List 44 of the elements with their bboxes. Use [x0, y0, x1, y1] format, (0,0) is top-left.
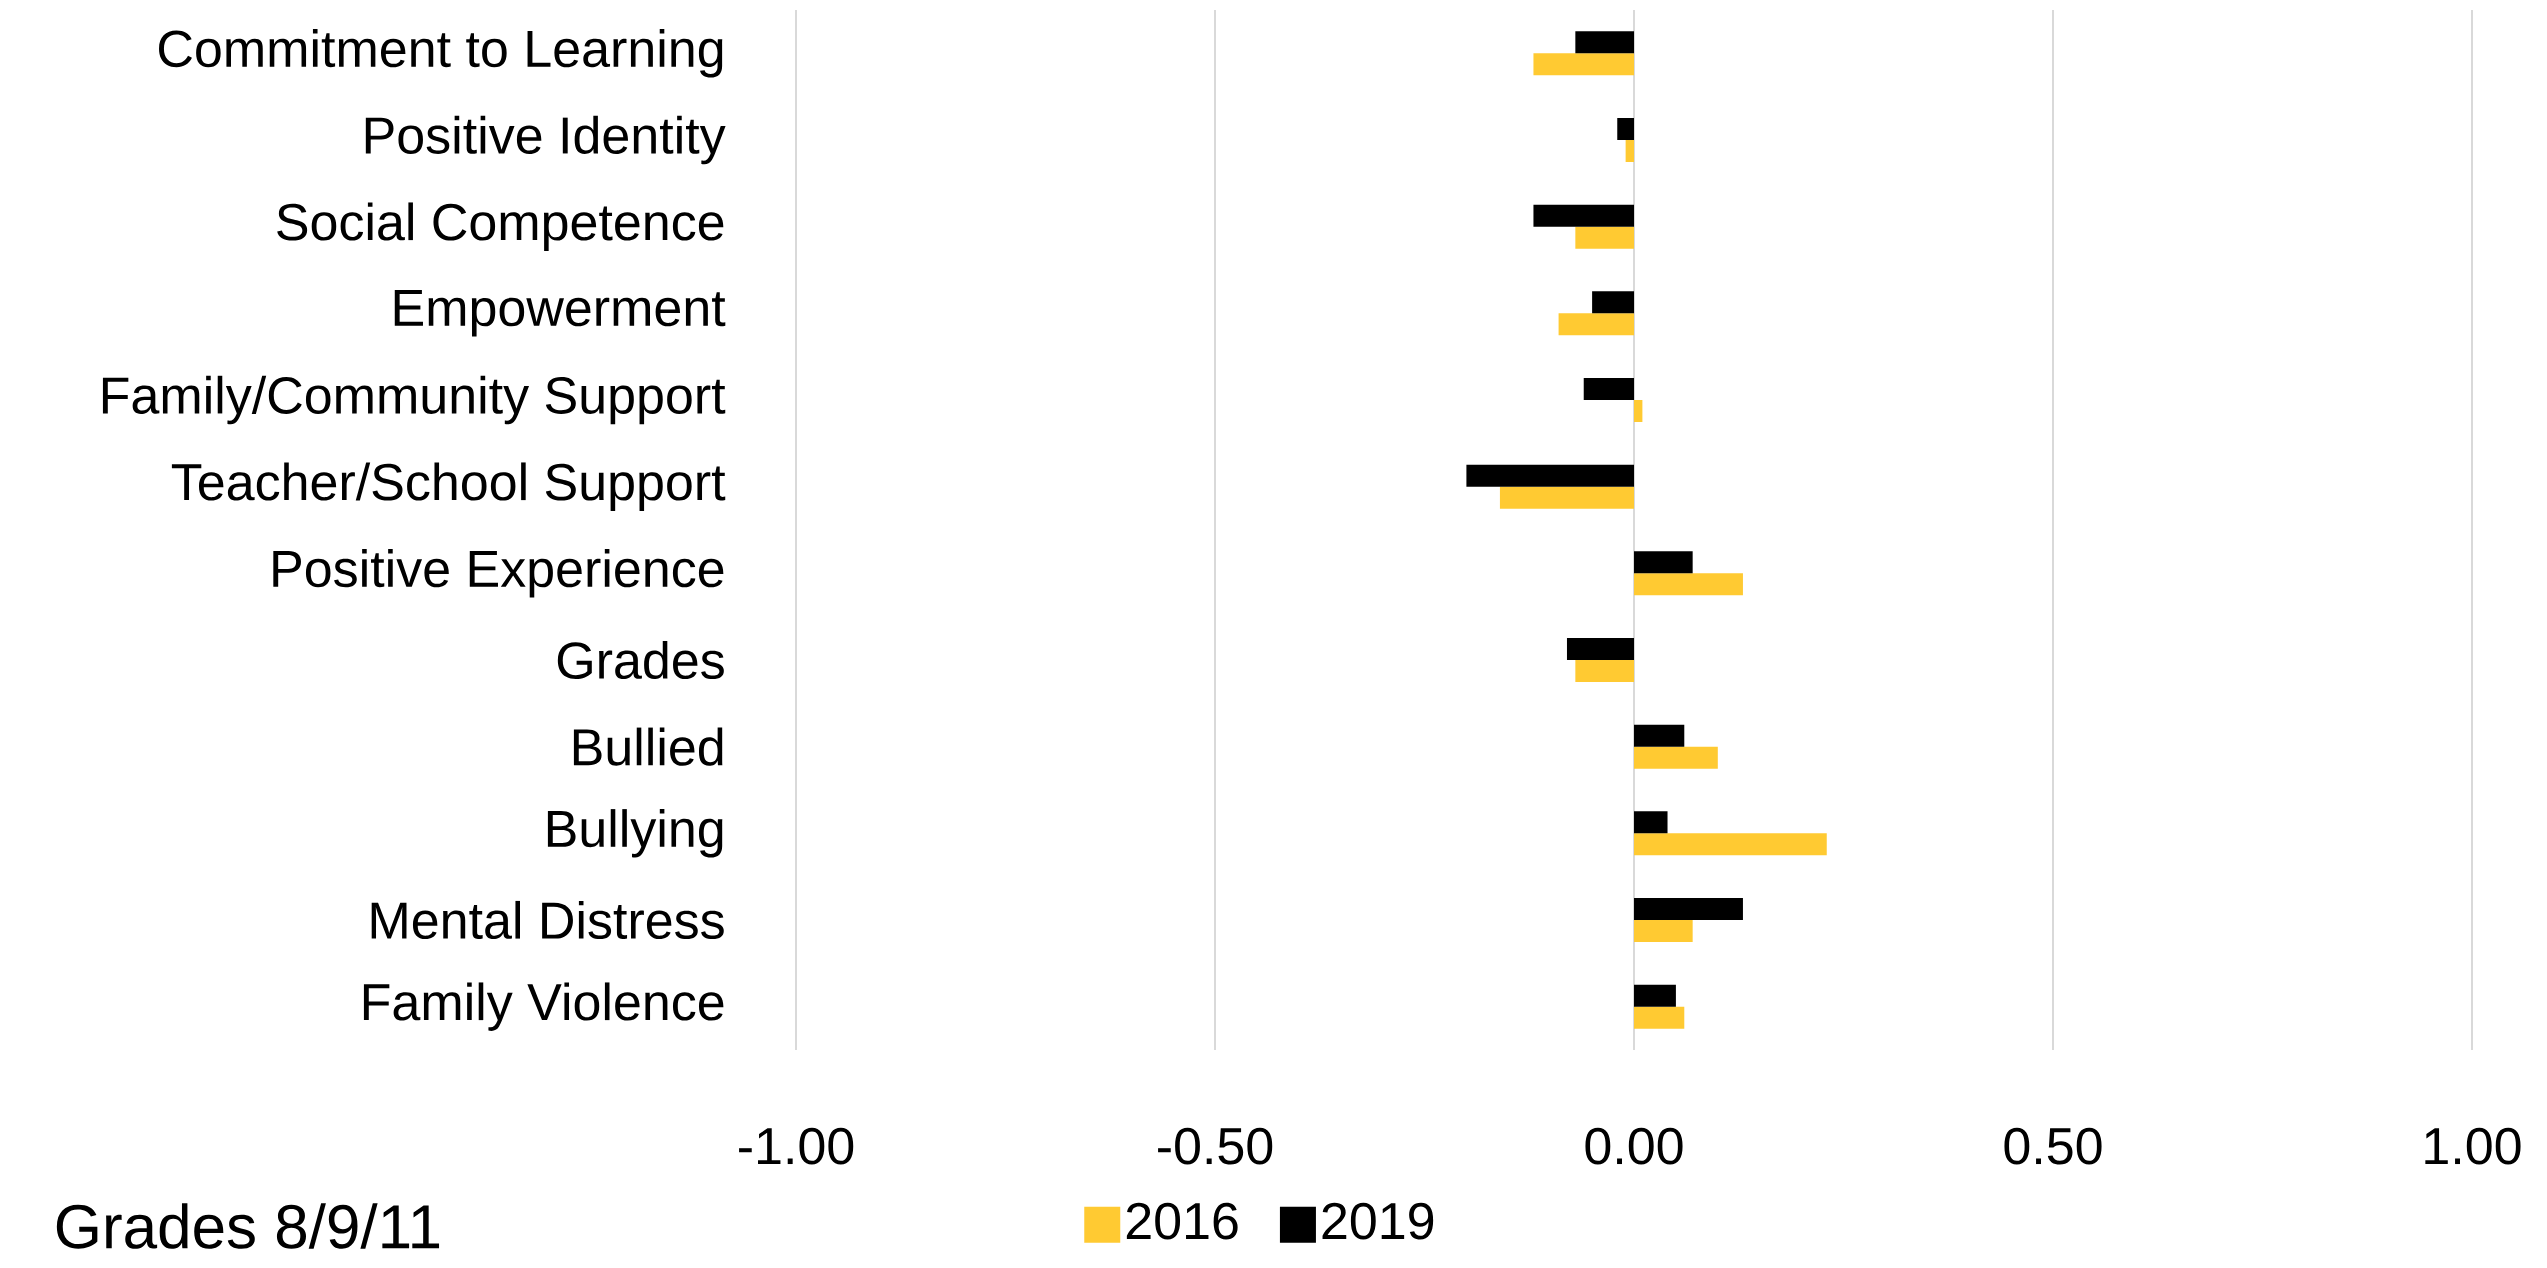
y-tick-label: Social Competence — [277, 202, 724, 251]
y-tick-label: Positive Experience — [273, 549, 724, 598]
bar — [1575, 660, 1635, 682]
text: Grades 8/9/11 — [56, 1203, 440, 1249]
bar — [1634, 400, 1643, 422]
x-tick-label: -0.50 — [1158, 1127, 1273, 1165]
bar — [1634, 984, 1676, 1007]
bar — [1634, 898, 1743, 920]
bar — [1533, 204, 1635, 227]
bar — [1634, 833, 1827, 856]
bar — [1634, 551, 1693, 574]
x-tick-label: 1.00 — [2425, 1127, 2521, 1165]
y-tick-label: Family/Community Support — [102, 375, 726, 425]
y-tick-label: Empowerment — [394, 290, 726, 337]
bar — [1575, 31, 1635, 54]
legend-label: 2019 — [1322, 1202, 1434, 1240]
bar — [1499, 486, 1635, 509]
y-tick-label: Family Violence — [363, 982, 724, 1031]
bar — [1558, 313, 1635, 336]
y-tick-label: Teacher/School Support — [171, 462, 726, 511]
bar — [1634, 724, 1685, 747]
bar — [1634, 811, 1668, 834]
bar — [1617, 118, 1635, 140]
bar — [1533, 53, 1635, 76]
x-tick-label: 0.00 — [1585, 1127, 1683, 1165]
bar — [1583, 378, 1635, 400]
x-tick-label: -1.00 — [739, 1127, 854, 1165]
x-tick-label: 0.50 — [2004, 1127, 2102, 1165]
bar — [1592, 291, 1635, 314]
bar — [1634, 573, 1743, 596]
bar — [1634, 920, 1693, 942]
bar — [1575, 226, 1635, 249]
legend-label: 2016 — [1126, 1202, 1238, 1240]
y-tick-label: Commitment to Learning — [159, 29, 723, 78]
y-tick-label: Grades — [557, 640, 724, 680]
y-tick-label: Bullied — [573, 727, 723, 766]
bar — [1634, 1006, 1685, 1029]
y-tick-label: Positive Identity — [365, 115, 726, 165]
bar — [1625, 140, 1635, 162]
bar — [1566, 638, 1635, 660]
y-tick-label: Bullying — [547, 809, 723, 858]
bar — [1466, 464, 1635, 487]
y-tick-label: Mental Distress — [371, 900, 724, 940]
bar — [1634, 746, 1718, 769]
